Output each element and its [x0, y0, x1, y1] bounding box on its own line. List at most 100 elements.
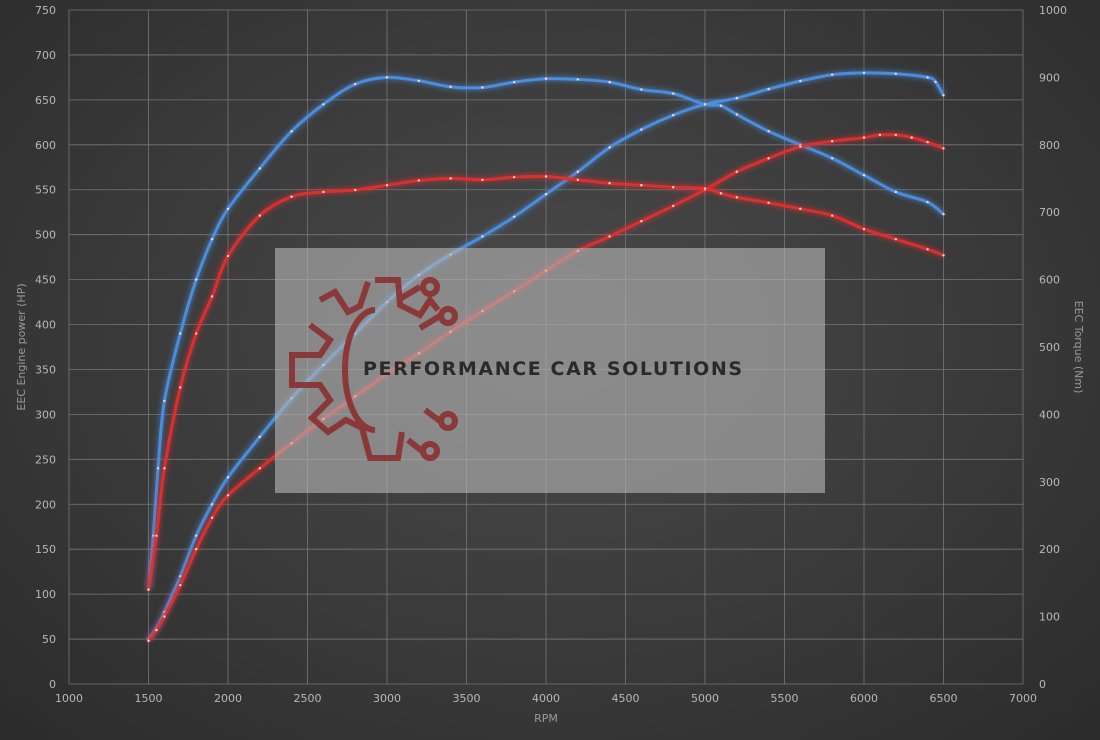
series-point — [226, 254, 230, 258]
x-tick-label: 4500 — [612, 692, 640, 705]
x-tick-label: 6000 — [850, 692, 878, 705]
series-point — [210, 503, 214, 506]
right-axis-title: EEC Torque (Nm) — [1072, 301, 1085, 394]
left-tick-label: 0 — [49, 678, 56, 691]
series-point — [163, 615, 166, 618]
x-tick-label: 3000 — [373, 692, 401, 705]
x-tick-label: 1000 — [55, 692, 83, 705]
series-point — [481, 178, 484, 182]
series-point — [608, 80, 611, 84]
series-point — [767, 201, 770, 204]
series-point — [640, 88, 643, 91]
series-point — [290, 130, 293, 133]
left-tick-label: 400 — [35, 319, 56, 332]
series-point — [147, 639, 150, 643]
series-point — [926, 76, 929, 79]
series-point — [767, 130, 770, 133]
left-tick-label: 600 — [35, 139, 56, 152]
left-tick-label: 550 — [35, 184, 56, 197]
series-point — [481, 86, 484, 89]
series-point — [910, 136, 913, 139]
x-tick-label: 3500 — [453, 692, 481, 705]
series-point — [179, 332, 182, 335]
series-point — [513, 175, 516, 179]
series-point — [672, 204, 675, 208]
series-point — [894, 133, 897, 137]
series-point — [926, 140, 929, 144]
series-point — [719, 192, 723, 195]
left-tick-label: 50 — [42, 633, 56, 646]
series-point — [640, 219, 643, 223]
series-point — [942, 213, 945, 216]
series-lines — [147, 71, 945, 643]
right-tick-label: 900 — [1039, 71, 1060, 84]
series-point — [354, 82, 357, 86]
series-point — [831, 73, 834, 76]
series-point — [926, 248, 929, 251]
series-point — [862, 227, 866, 231]
series-point — [481, 235, 484, 238]
series-point — [703, 103, 707, 106]
series-point — [179, 386, 182, 389]
right-tick-label: 100 — [1039, 611, 1060, 624]
left-tick-label: 750 — [35, 4, 56, 17]
series-point — [155, 534, 158, 537]
series-point — [640, 184, 643, 187]
left-tick-label: 250 — [35, 453, 56, 466]
series-point — [894, 190, 897, 194]
series-point — [385, 76, 389, 79]
series-point — [544, 193, 548, 196]
right-axis-ticks: 0 100 200 300 400 500 600 700 800 900 1000 — [1039, 4, 1067, 691]
series-point — [195, 548, 198, 551]
series-point — [322, 103, 325, 106]
series-point — [210, 295, 214, 298]
x-axis-title: RPM — [534, 712, 558, 725]
left-tick-label: 350 — [35, 363, 56, 376]
left-tick-label: 200 — [35, 498, 56, 511]
series-point — [152, 534, 155, 537]
right-tick-label: 600 — [1039, 274, 1060, 287]
left-tick-label: 700 — [35, 49, 56, 62]
series-point — [926, 200, 929, 204]
x-tick-label: 2000 — [214, 692, 242, 705]
series-point — [608, 235, 611, 238]
series-point — [210, 237, 214, 241]
series-point — [672, 113, 675, 117]
left-tick-label: 100 — [35, 588, 56, 601]
series-point — [894, 72, 897, 76]
series-point — [513, 80, 516, 84]
series-point — [719, 104, 723, 107]
series-point — [735, 170, 738, 173]
series-point — [417, 79, 420, 82]
series-point — [179, 574, 182, 578]
series-point — [576, 78, 579, 81]
x-tick-label: 5500 — [771, 692, 799, 705]
series-point — [942, 147, 945, 150]
series-point — [672, 186, 675, 189]
series-point — [226, 476, 230, 479]
series-point — [156, 467, 160, 470]
series-point — [799, 145, 802, 148]
series-point — [831, 140, 834, 143]
x-tick-label: 1500 — [135, 692, 163, 705]
right-tick-label: 400 — [1039, 408, 1060, 421]
series-point — [322, 190, 325, 194]
series-point — [226, 494, 230, 497]
series-point — [862, 173, 866, 177]
x-tick-label: 5000 — [691, 692, 719, 705]
series-point — [147, 588, 150, 591]
series-point — [385, 184, 389, 187]
left-tick-label: 650 — [35, 94, 56, 107]
x-axis-ticks: 1000 1500 2000 2500 3000 3500 4000 4500 5000 5500… — [55, 692, 1037, 705]
series-point — [210, 516, 214, 519]
series-point — [767, 87, 770, 91]
right-tick-label: 300 — [1039, 476, 1060, 489]
series-point — [195, 332, 198, 335]
series-point — [226, 207, 230, 211]
x-tick-label: 2500 — [294, 692, 322, 705]
series-point — [417, 179, 420, 182]
x-tick-label: 6500 — [930, 692, 958, 705]
x-tick-label: 7000 — [1009, 692, 1037, 705]
series-point — [290, 195, 293, 198]
